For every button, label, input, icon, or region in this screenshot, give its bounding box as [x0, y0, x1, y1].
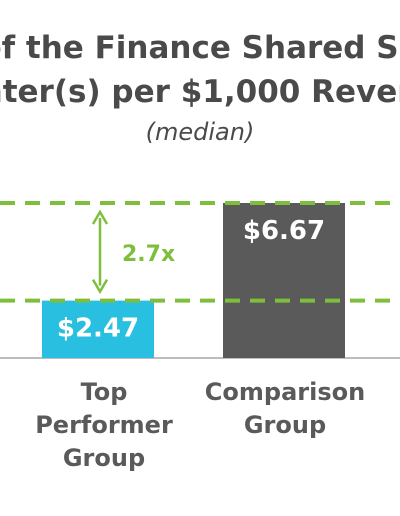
category-label-0: Top Performer Group — [4, 376, 204, 475]
ratio-annotation: 2.7x — [122, 242, 175, 267]
category-label-line: Top — [80, 378, 128, 406]
ratio-arrow-head-down — [91, 278, 109, 295]
chart-subtitle: (median) — [145, 118, 255, 146]
category-label-line: Group — [62, 444, 146, 472]
chart-title-line-2: nter(s) per $1,000 Reven — [0, 74, 400, 110]
chart-title-line-1: of the Finance Shared Se — [0, 30, 400, 66]
category-label-line: Performer — [35, 411, 173, 439]
category-label-line: Group — [243, 411, 327, 439]
bar-0 — [42, 300, 154, 358]
category-label-line: Comparison — [204, 378, 366, 406]
bar-value-label-1: $6.67 — [243, 216, 325, 246]
bar-1 — [223, 203, 345, 358]
bar-value-label-0: $2.47 — [57, 314, 139, 344]
ratio-arrow-head-up — [91, 209, 109, 225]
category-label-1: Comparison Group — [185, 376, 385, 442]
